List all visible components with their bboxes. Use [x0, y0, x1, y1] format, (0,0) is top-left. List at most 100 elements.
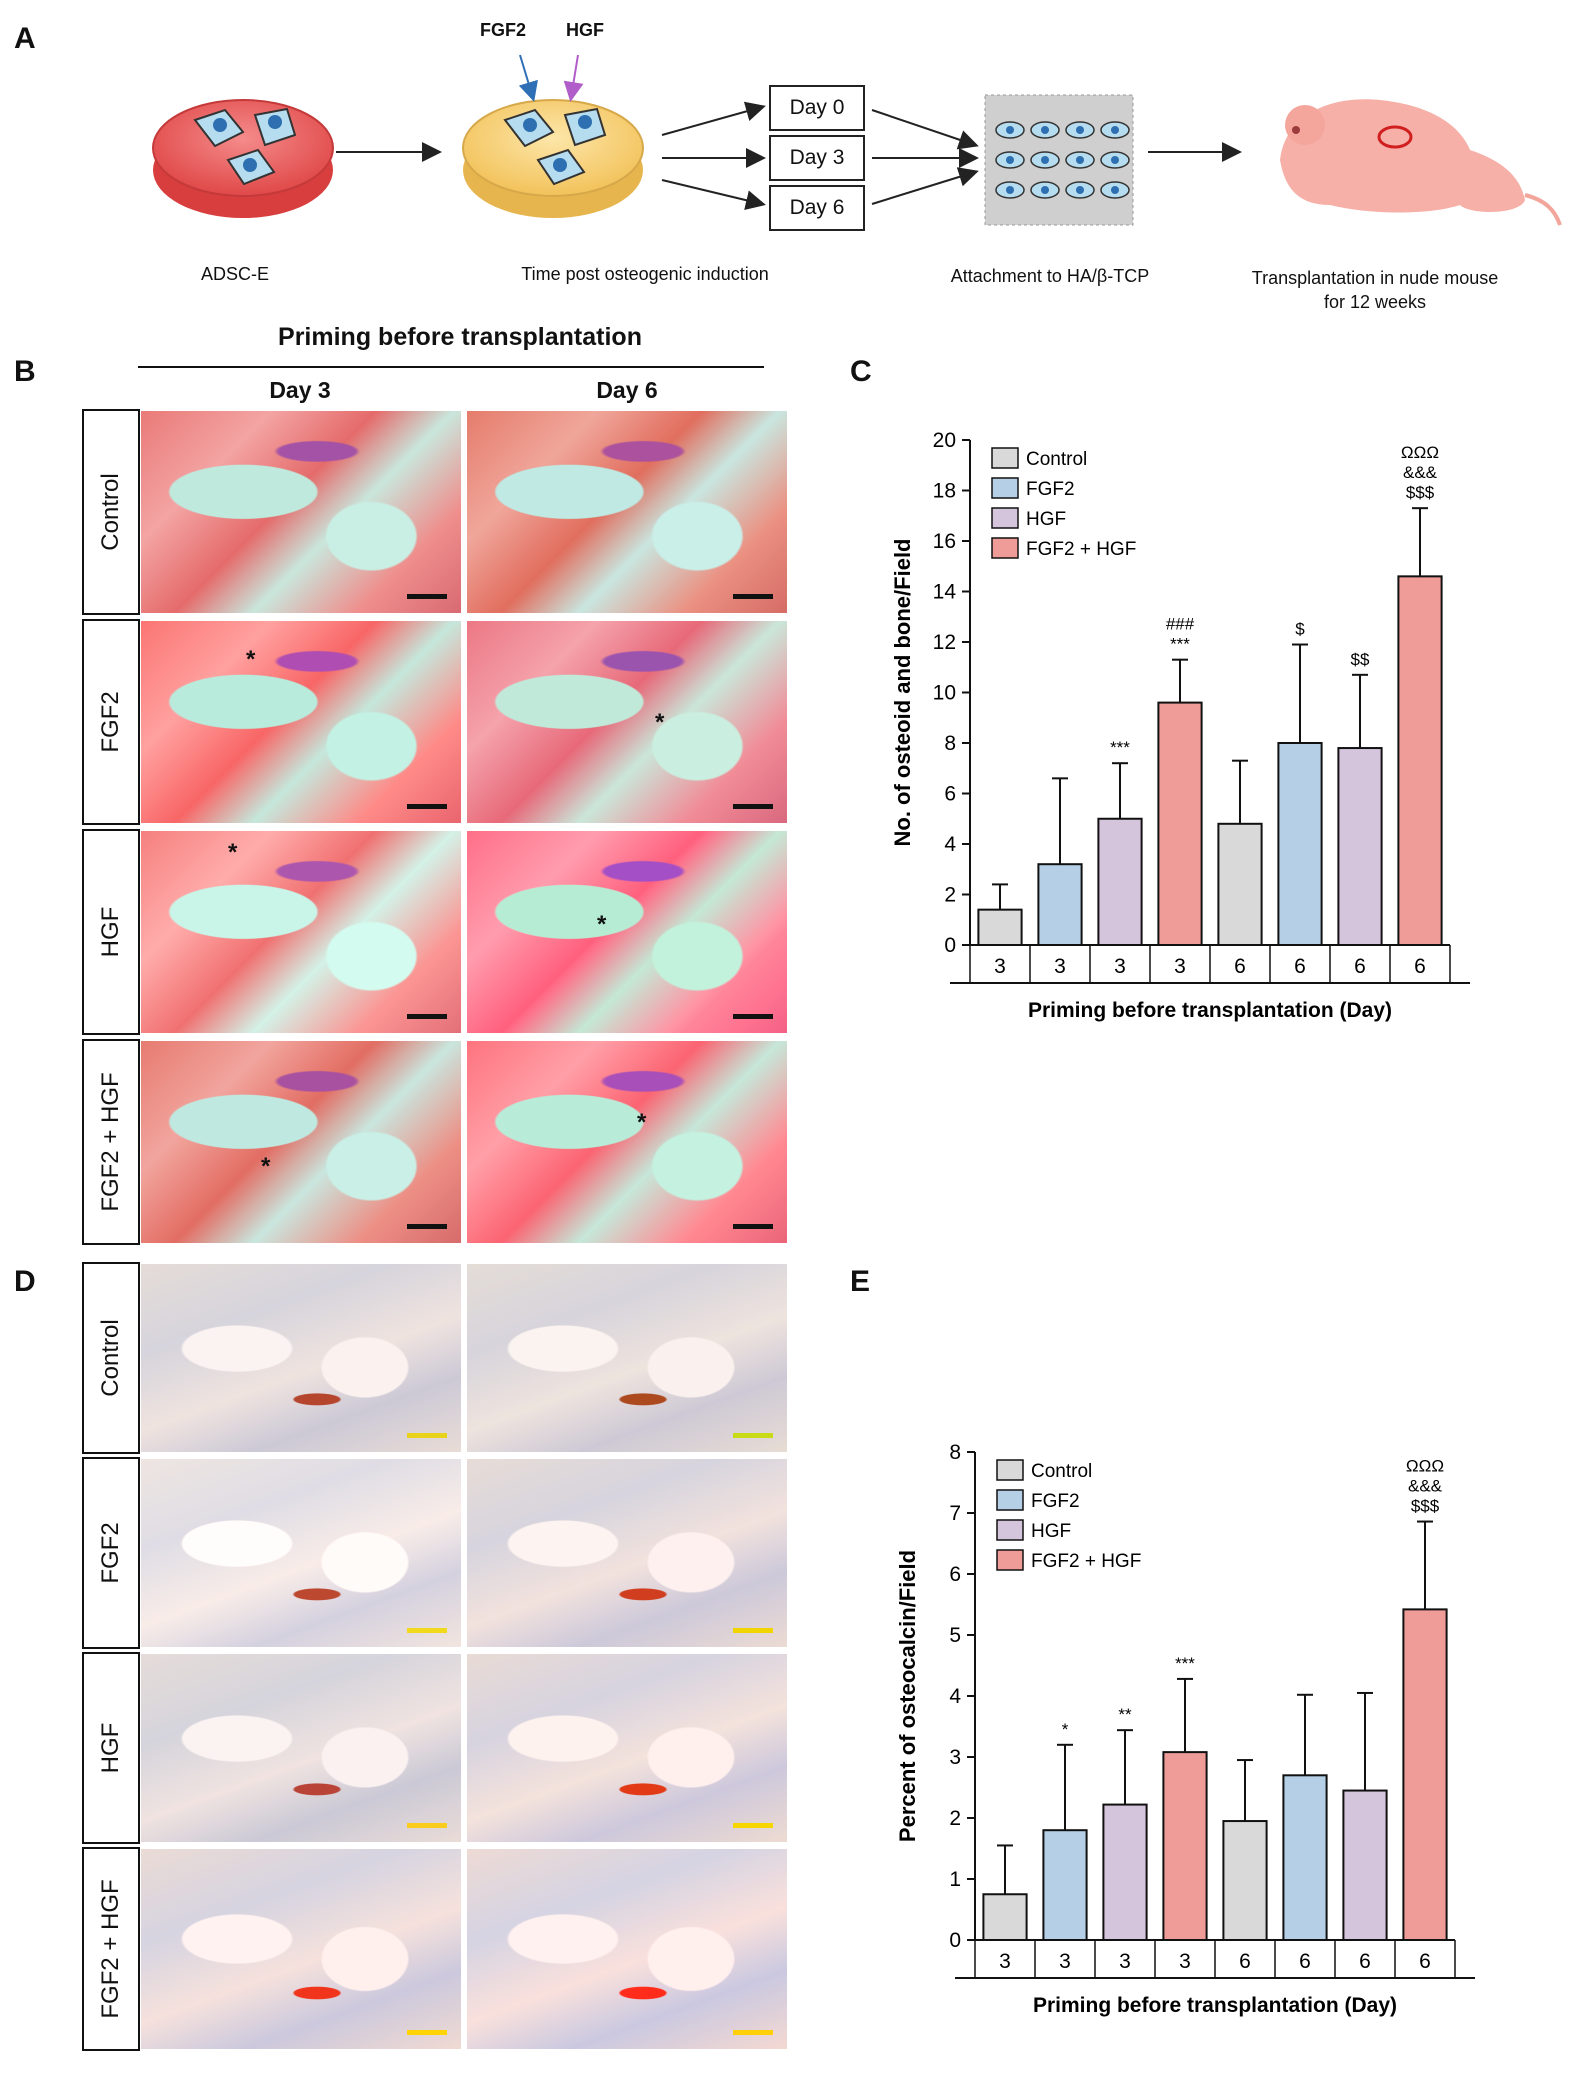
bar: [1102, 1803, 1148, 1942]
x-tick-label: 6: [1419, 1950, 1431, 1973]
significance-label: ***: [1110, 738, 1130, 757]
y-tick-label: 2: [944, 884, 956, 907]
row-label-b-hgf: HGF: [82, 829, 140, 1035]
scale-bar: [733, 804, 773, 809]
he-control-day3: [141, 411, 461, 613]
scale-bar: [407, 1628, 447, 1633]
y-tick-label: 2: [949, 1807, 961, 1830]
legend-label: HGF: [1031, 1521, 1071, 1542]
y-tick-label: 12: [933, 631, 956, 654]
bar: [1342, 1789, 1388, 1941]
x-tick-label: 6: [1354, 955, 1366, 978]
row-label-b-control: Control: [82, 409, 140, 615]
y-tick-label: 10: [933, 682, 956, 705]
asterisk: *: [597, 911, 607, 938]
col-day3-label: Day 3: [269, 377, 331, 403]
significance-label: $$$: [1406, 483, 1435, 502]
y-tick-label: 7: [949, 1502, 961, 1525]
priming-header: Priming before transplantation: [278, 323, 642, 351]
significance-label: ΩΩΩ: [1406, 1457, 1444, 1476]
y-tick-label: 0: [949, 1929, 961, 1952]
x-axis-label: Priming before transplantation (Day): [1033, 1994, 1397, 2017]
bar: [1037, 863, 1083, 947]
legend-swatch: [991, 447, 1019, 469]
legend-label: FGF2 + HGF: [1026, 539, 1136, 560]
hgf-label: HGF: [566, 20, 604, 40]
bar: [982, 1893, 1028, 1941]
y-tick-label: 6: [944, 783, 956, 806]
scale-bar: [407, 2030, 447, 2035]
scale-bar: [733, 1823, 773, 1828]
y-tick-label: 6: [949, 1563, 961, 1586]
significance-label: $$: [1351, 650, 1370, 669]
x-tick-label: 3: [1179, 1950, 1191, 1973]
priming-header-rule: [138, 366, 764, 368]
y-tick-label: 14: [933, 581, 957, 604]
significance-label: &&&: [1403, 463, 1438, 482]
y-tick-label: 1: [949, 1868, 961, 1891]
bar: [1097, 817, 1143, 946]
legend-swatch: [996, 1549, 1024, 1571]
scale-bar: [407, 1224, 447, 1229]
significance-label: **: [1118, 1705, 1132, 1724]
y-tick-label: 8: [944, 732, 956, 755]
panel-label-a: A: [14, 22, 36, 55]
fgf2-label: FGF2: [480, 20, 527, 40]
legend-swatch: [996, 1489, 1024, 1511]
legend-swatch: [996, 1459, 1024, 1481]
bar: [1217, 822, 1263, 946]
ihc-hgf-day3: [141, 1654, 461, 1842]
day3-box: Day 3: [769, 135, 865, 181]
y-tick-label: 3: [949, 1746, 961, 1769]
chart-c: 0 2 4 6 8 10 12 14 16 18 20 No. of osteoid and bone…: [890, 429, 1470, 1022]
bar: [1042, 1829, 1088, 1942]
legend-label: Control: [1031, 1461, 1092, 1482]
asterisk: *: [637, 1109, 647, 1136]
caption-attach: Attachment to HA/β-TCP: [950, 266, 1150, 286]
significance-label: *: [1062, 1720, 1069, 1739]
x-tick-label: 3: [1174, 955, 1186, 978]
scale-bar: [407, 594, 447, 599]
bar: [1397, 575, 1443, 946]
scale-bar: [733, 1628, 773, 1633]
caption-time: Time post osteogenic induction: [521, 264, 769, 284]
bar: [1222, 1820, 1268, 1941]
he-control-day6: [467, 411, 787, 613]
row-label-d-control: Control: [82, 1262, 140, 1454]
day0-box: Day 0: [769, 85, 865, 131]
ihc-combo-day6: [467, 1849, 787, 2049]
y-tick-label: 4: [944, 833, 956, 856]
scale-bar: [407, 1823, 447, 1828]
he-hgf-day6: *: [467, 831, 787, 1033]
he-fgf2-day6: *: [467, 621, 787, 823]
y-tick-label: 20: [933, 429, 956, 452]
scale-bar: [407, 1433, 447, 1438]
scaffold-icon: [984, 94, 1134, 226]
asterisk: *: [246, 646, 256, 673]
row-label-d-fgf2: FGF2: [82, 1457, 140, 1649]
scale-bar: [733, 1224, 773, 1229]
row-label-b-combo: FGF2 + HGF: [82, 1039, 140, 1245]
schematic-diagram: [152, 54, 1562, 226]
y-axis-label: No. of osteoid and bone/Field: [890, 539, 915, 847]
he-hgf-day3: *: [141, 831, 461, 1033]
ihc-combo-day3: [141, 1849, 461, 2049]
scale-bar: [733, 2030, 773, 2035]
y-tick-label: 5: [949, 1624, 961, 1647]
y-tick-label: 16: [933, 530, 956, 553]
chart-e: 0 1 2 3 4 5 6 7 8 Percent of osteocalcin/Field 3 3 *…: [895, 1441, 1475, 2017]
bar: [977, 908, 1023, 946]
scale-bar: [733, 1014, 773, 1019]
dish-adsc-icon: [152, 99, 334, 218]
caption-adsc: ADSC-E: [200, 264, 269, 284]
significance-label: $$$: [1411, 1497, 1440, 1516]
legend-label: FGF2: [1026, 479, 1075, 500]
x-tick-label: 3: [1114, 955, 1126, 978]
nude-mouse-icon: [1280, 99, 1562, 226]
panel-label-d: D: [14, 1265, 36, 1298]
bar: [1402, 1608, 1448, 1941]
scale-bar: [733, 594, 773, 599]
panel-label-e: E: [850, 1265, 871, 1298]
legend-swatch: [991, 537, 1019, 559]
x-tick-label: 3: [1054, 955, 1066, 978]
